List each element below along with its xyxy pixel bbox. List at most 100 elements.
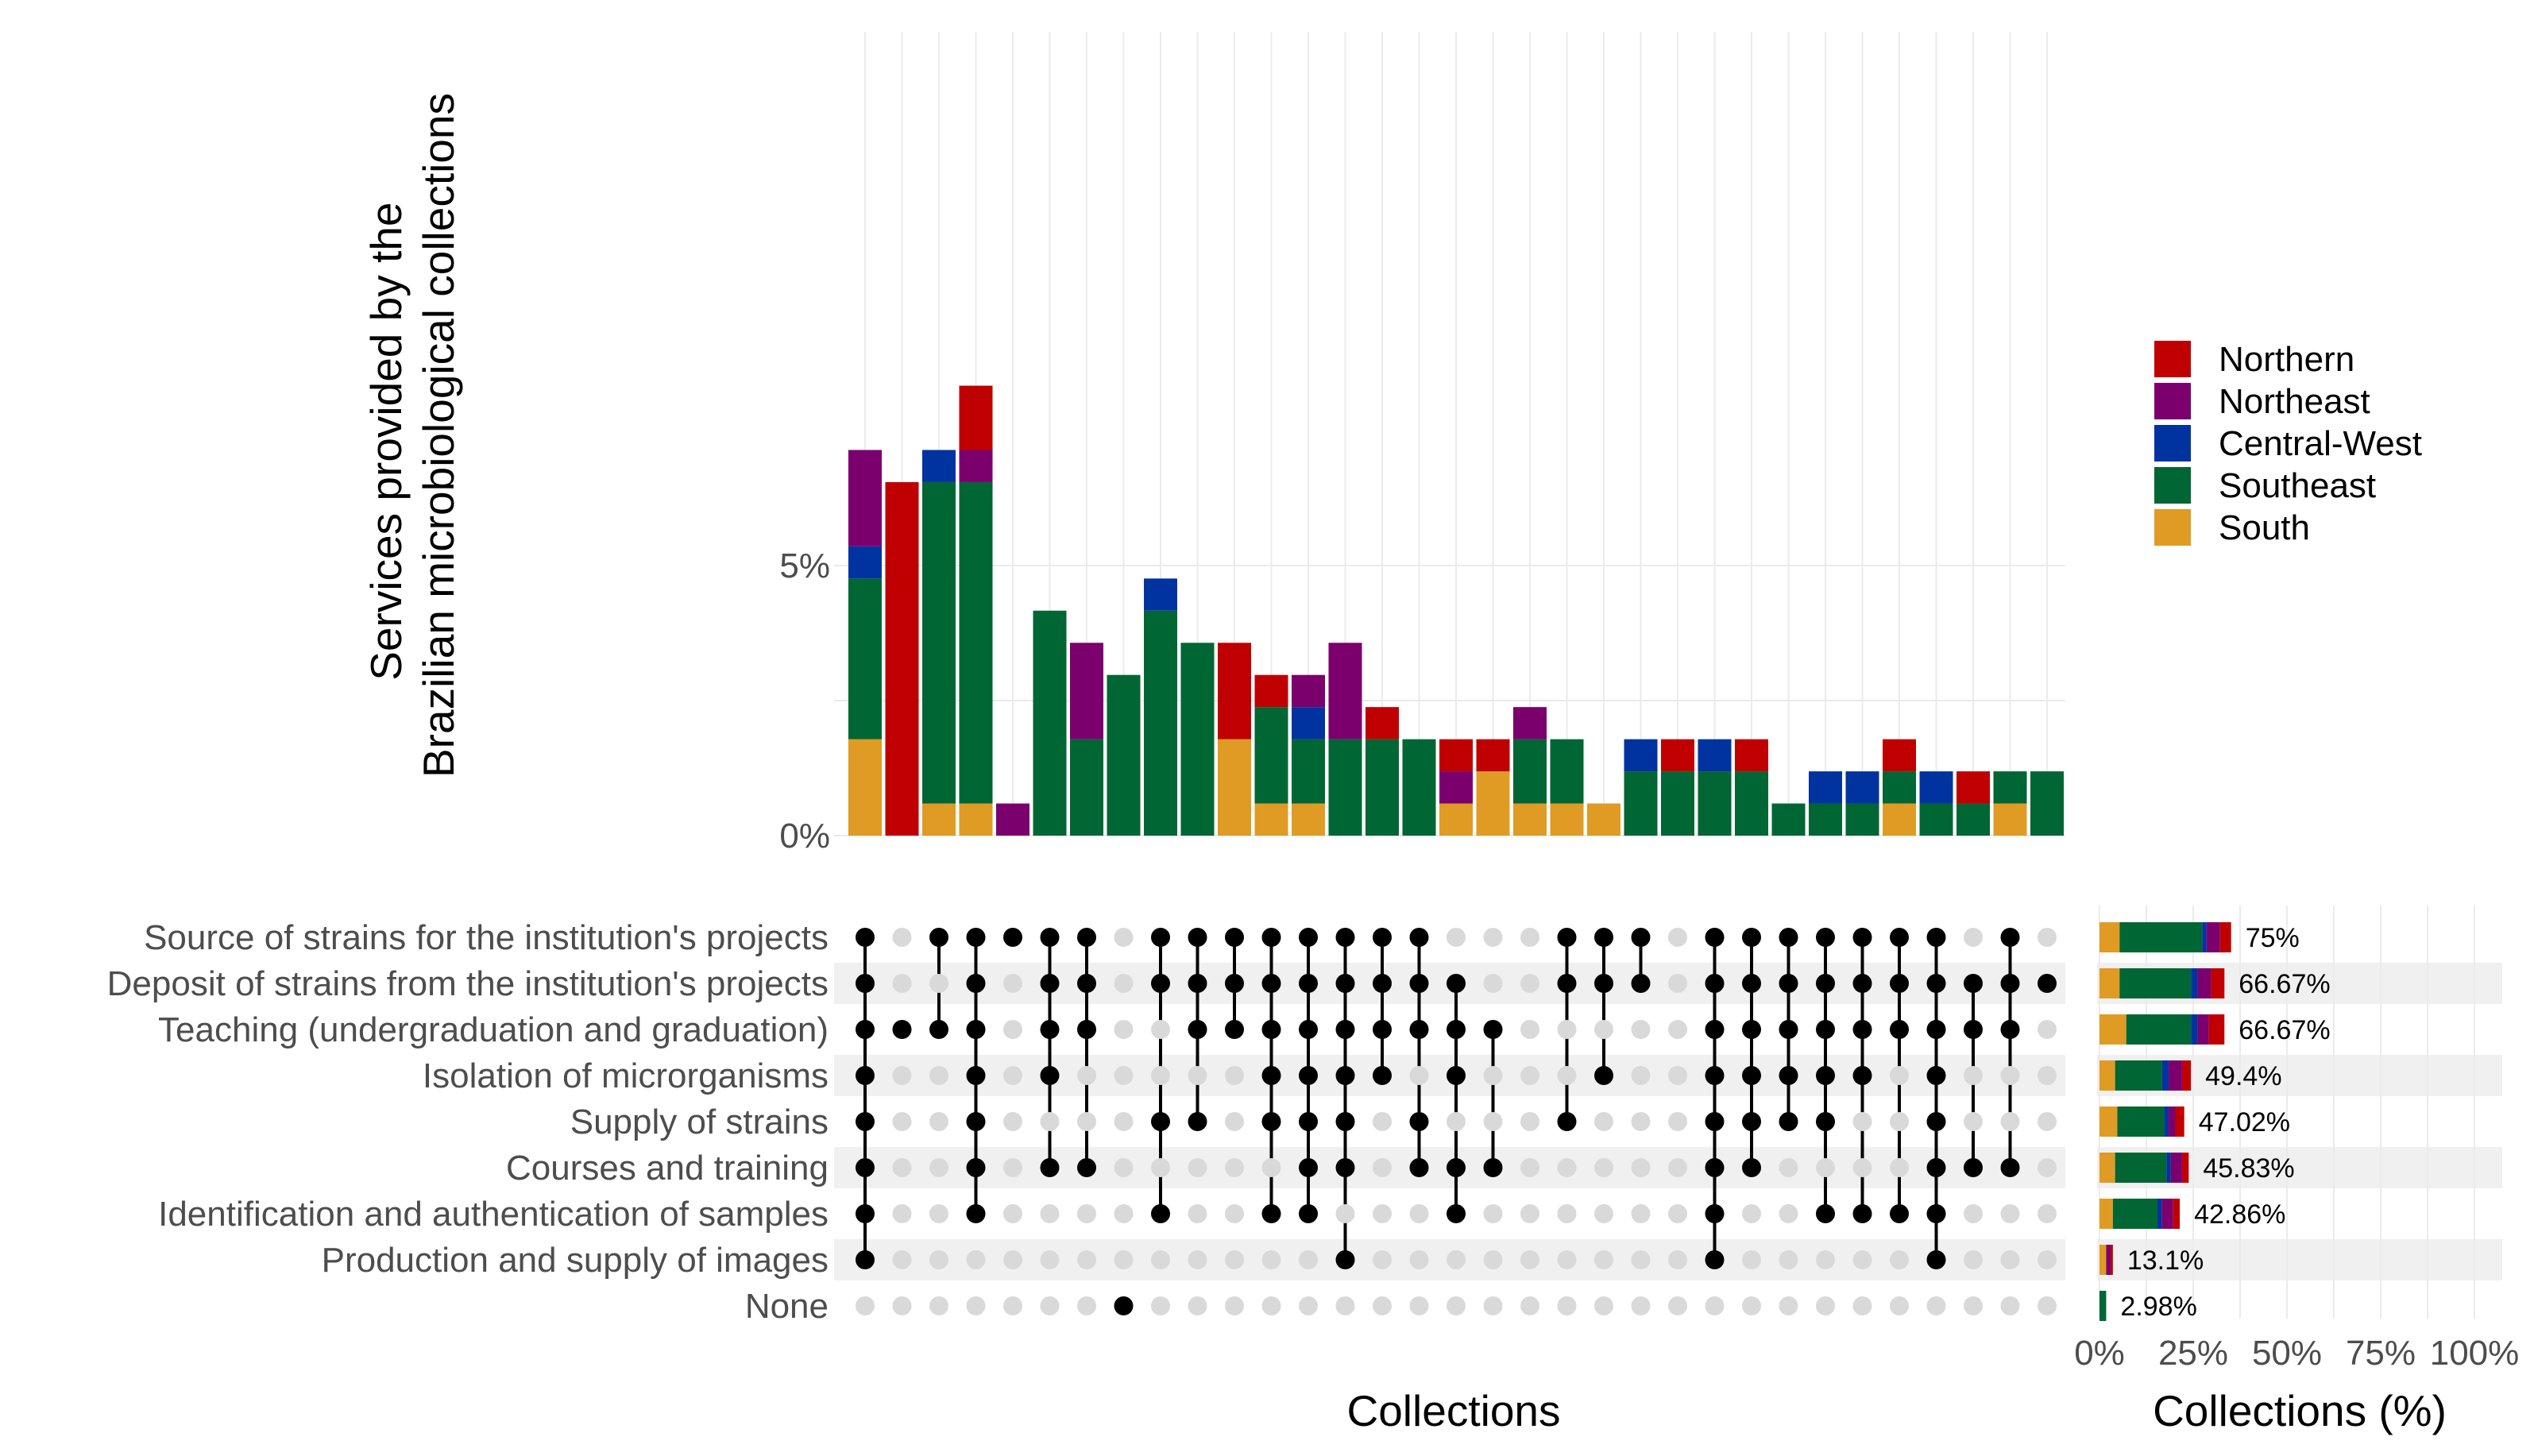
matrix-dot-inactive: [966, 1250, 986, 1269]
matrix-dot-inactive: [1594, 1296, 1613, 1315]
matrix-dot-inactive: [1077, 1066, 1096, 1085]
bar-segment: [922, 803, 956, 836]
matrix-dot-active: [1742, 1158, 1761, 1177]
matrix-dot-active: [1077, 928, 1096, 947]
matrix-dot-inactive: [929, 1296, 948, 1315]
matrix-dot-active: [856, 1066, 875, 1085]
matrix-dot-inactive: [1225, 1204, 1244, 1223]
matrix-dot-inactive: [1557, 1020, 1577, 1039]
matrix-dot-active: [1335, 1112, 1355, 1131]
matrix-dot-inactive: [1261, 1296, 1281, 1315]
set-size-segment: [2206, 922, 2220, 952]
set-size-segment: [2175, 1106, 2184, 1137]
matrix-dot-active: [1852, 928, 1872, 947]
bar-segment: [1033, 610, 1067, 836]
matrix-dot-inactive: [1040, 1112, 1060, 1131]
matrix-dot-active: [856, 1204, 875, 1223]
set-size-segment: [2111, 1245, 2113, 1275]
matrix-dot-inactive: [1225, 1158, 1244, 1177]
matrix-dot-inactive: [1668, 1066, 1687, 1085]
set-size-segment: [2099, 1106, 2118, 1137]
matrix-dot-active: [966, 928, 986, 947]
matrix-dot-active: [892, 1020, 912, 1039]
matrix-dot-inactive: [1964, 1296, 1983, 1315]
legend: NorthernNortheastCentral-WestSoutheastSo…: [2154, 340, 2422, 547]
set-size-segment: [2099, 1199, 2113, 1229]
matrix-dot-inactive: [1520, 1112, 1539, 1131]
matrix-dot-inactive: [1040, 1204, 1060, 1223]
set-size-segment: [2161, 1199, 2173, 1229]
bar-segment: [1328, 739, 1362, 836]
matrix-dot-inactive: [1520, 1204, 1539, 1223]
matrix-dot-inactive: [1447, 1250, 1466, 1269]
matrix-dot-active: [1779, 1020, 1798, 1039]
matrix-dot-active: [1742, 1066, 1761, 1085]
matrix-dot-active: [1188, 928, 1207, 947]
matrix-dot-active: [1705, 974, 1725, 993]
matrix-dot-active: [1705, 1112, 1725, 1131]
bar-segment: [1883, 803, 1916, 836]
legend-label: Northeast: [2219, 382, 2370, 421]
matrix-dot-active: [1852, 974, 1872, 993]
matrix-dot-inactive: [1520, 1250, 1539, 1269]
bar-segment: [1144, 578, 1177, 611]
matrix-dot-inactive: [1373, 1204, 1392, 1223]
matrix-dot-active: [1447, 1204, 1466, 1223]
matrix-dot-inactive: [2000, 1250, 2020, 1269]
matrix-dot-inactive: [1631, 1066, 1651, 1085]
matrix-dot-inactive: [1114, 1066, 1134, 1085]
matrix-dot-active: [1631, 974, 1651, 993]
bar-segment: [1698, 739, 1732, 772]
matrix-dot-active: [1003, 928, 1022, 947]
matrix-dot-active: [1151, 1204, 1170, 1223]
matrix-dot-inactive: [1631, 1158, 1651, 1177]
matrix-dot-inactive: [1668, 974, 1687, 993]
matrix-dot-inactive: [2038, 1296, 2057, 1315]
bar-segment: [1809, 803, 1842, 836]
bar-segment: [848, 546, 882, 579]
set-size-segment: [2170, 1153, 2182, 1183]
matrix-dot-active: [1705, 1158, 1725, 1177]
matrix-dot-inactive: [1890, 1112, 1909, 1131]
matrix-dot-inactive: [1779, 1158, 1798, 1177]
set-size-label: 47.02%: [2199, 1107, 2290, 1137]
set-size-segment: [2197, 968, 2211, 998]
bar-segment: [1366, 739, 1399, 836]
legend-swatch: [2154, 383, 2191, 419]
matrix-dot-active: [1779, 928, 1798, 947]
matrix-dot-active: [1299, 1204, 1318, 1223]
matrix-dot-active: [1926, 1204, 1946, 1223]
matrix-dot-active: [1261, 974, 1281, 993]
matrix-dot-active: [1779, 1112, 1798, 1131]
matrix-dot-active: [1779, 1066, 1798, 1085]
matrix-dot-active: [1299, 1066, 1318, 1085]
set-label: Production and supply of images: [322, 1241, 829, 1280]
bar-segment: [1476, 771, 1510, 836]
matrix-dot-inactive: [1631, 1020, 1651, 1039]
bar-segment: [1292, 674, 1325, 708]
matrix-dot-inactive: [1594, 1112, 1613, 1131]
matrix-dot-active: [1926, 1158, 1946, 1177]
set-size-segment: [2161, 1060, 2169, 1091]
matrix-dot-inactive: [929, 974, 948, 993]
matrix-dot-inactive: [1040, 1296, 1060, 1315]
matrix-dot-active: [1705, 1020, 1725, 1039]
matrix-dot-inactive: [1483, 1296, 1503, 1315]
bar-segment: [1292, 803, 1325, 836]
bar-segment: [1735, 771, 1768, 836]
matrix-dot-inactive: [1964, 1204, 1983, 1223]
matrix-dot-active: [1188, 1020, 1207, 1039]
matrix-dot-active: [2038, 974, 2057, 993]
matrix-dot-inactive: [1003, 1204, 1022, 1223]
matrix-dot-active: [1409, 1158, 1429, 1177]
matrix-dot-inactive: [1077, 1296, 1096, 1315]
matrix-dot-inactive: [1003, 974, 1022, 993]
matrix-dot-active: [1261, 1066, 1281, 1085]
matrix-dot-active: [1151, 1112, 1170, 1131]
matrix-dot-inactive: [1409, 1296, 1429, 1315]
set-size-stripe: [2097, 1239, 2502, 1280]
matrix-dot-inactive: [1003, 1296, 1022, 1315]
matrix-dot-inactive: [1520, 928, 1539, 947]
bar-segment: [1845, 771, 1879, 804]
set-size-segment: [2112, 1199, 2158, 1229]
